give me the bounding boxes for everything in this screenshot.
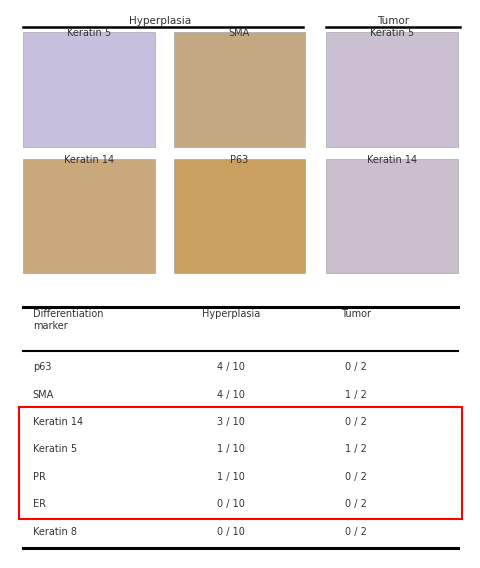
Text: 3 / 10: 3 / 10 [217,417,245,427]
Bar [173,160,304,273]
Text: 0 / 2: 0 / 2 [344,417,366,427]
Text: 0 / 2: 0 / 2 [344,362,366,372]
Bar [325,32,456,147]
Text: 0 / 2: 0 / 2 [344,527,366,537]
Text: SMA: SMA [228,28,250,38]
Text: ER: ER [33,499,46,509]
Text: SMA: SMA [33,390,54,400]
Text: Tumor: Tumor [376,15,408,26]
Text: PR: PR [33,472,46,482]
Text: Keratin 14: Keratin 14 [33,417,83,427]
Text: 0 / 2: 0 / 2 [344,499,366,509]
Bar [24,160,155,273]
Text: Keratin 5: Keratin 5 [369,28,413,38]
Text: 1 / 10: 1 / 10 [217,444,245,454]
Text: Hyperplasia: Hyperplasia [202,309,260,319]
Text: Keratin 5: Keratin 5 [67,28,111,38]
Text: Keratin 5: Keratin 5 [33,444,77,454]
Text: 4 / 10: 4 / 10 [217,362,245,372]
Text: Keratin 8: Keratin 8 [33,527,76,537]
Bar [19,407,461,519]
Text: Keratin 14: Keratin 14 [64,155,114,165]
Text: 1 / 2: 1 / 2 [344,390,366,400]
Text: 4 / 10: 4 / 10 [217,390,245,400]
Text: Hyperplasia: Hyperplasia [128,15,191,26]
Text: p63: p63 [33,362,51,372]
Bar [24,32,155,147]
Text: 1 / 10: 1 / 10 [217,472,245,482]
Text: Tumor: Tumor [340,309,370,319]
Text: Keratin 14: Keratin 14 [366,155,416,165]
Bar [325,160,456,273]
Text: 0 / 10: 0 / 10 [217,499,245,509]
Text: 0 / 2: 0 / 2 [344,472,366,482]
Text: 1 / 2: 1 / 2 [344,444,366,454]
Text: P63: P63 [230,155,248,165]
Text: 0 / 10: 0 / 10 [217,527,245,537]
Text: Differentiation
marker: Differentiation marker [33,309,103,331]
Bar [173,32,304,147]
